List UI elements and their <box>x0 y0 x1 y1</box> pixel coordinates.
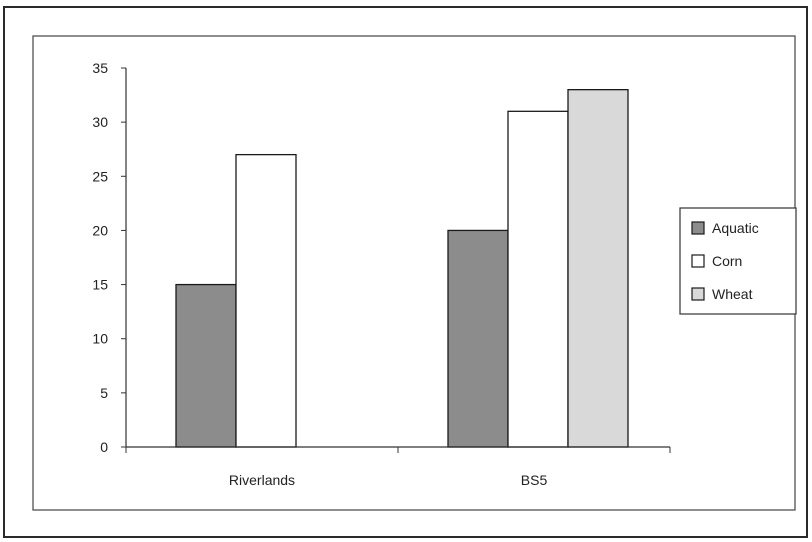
legend-swatch-aquatic <box>691 221 705 235</box>
x-tick-label-bs5: BS5 <box>521 472 548 488</box>
bar-aquatic-riverlands <box>175 283 237 448</box>
axis-layer: 0 5 10 15 20 25 30 35 Riverlands BS5 <box>92 60 671 488</box>
y-tick-label-35: 35 <box>92 60 108 76</box>
bar-corn-riverlands <box>235 153 297 448</box>
bar-corn-bs5 <box>507 110 569 448</box>
y-tick-label-20: 20 <box>92 222 108 238</box>
y-tick-label-30: 30 <box>92 114 108 130</box>
legend-swatch-corn <box>691 254 705 268</box>
legend-label-corn: Corn <box>712 253 742 269</box>
y-tick-label-25: 25 <box>92 168 108 184</box>
bars-layer <box>175 89 629 448</box>
legend-label-wheat: Wheat <box>712 286 753 302</box>
legend: Aquatic Corn Wheat <box>679 207 797 315</box>
y-tick-label-0: 0 <box>100 439 108 455</box>
y-tick-label-15: 15 <box>92 277 108 293</box>
bar-aquatic-bs5 <box>447 229 509 448</box>
y-tick-label-10: 10 <box>92 331 108 347</box>
legend-swatch-wheat <box>691 287 705 301</box>
x-tick-label-riverlands: Riverlands <box>229 472 295 488</box>
chart-area-border <box>32 35 796 511</box>
bar-wheat-bs5 <box>567 89 629 448</box>
legend-label-aquatic: Aquatic <box>712 220 759 236</box>
y-tick-label-5: 5 <box>100 385 108 401</box>
